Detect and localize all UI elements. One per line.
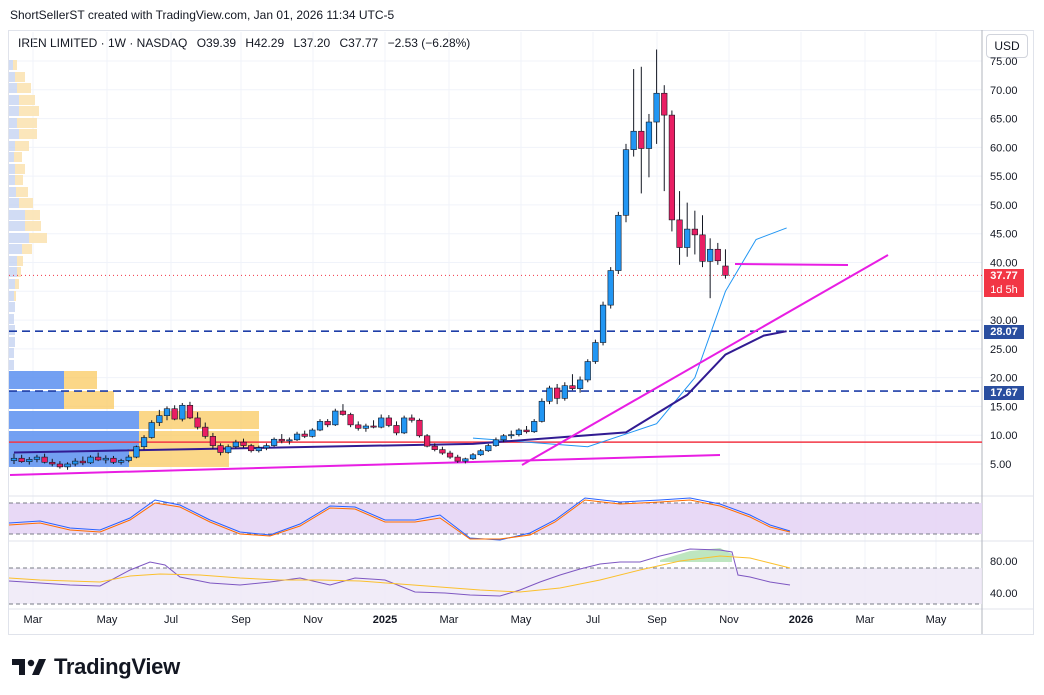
tradingview-wordmark: TradingView bbox=[54, 654, 180, 679]
ohlc-low: L37.20 bbox=[293, 36, 331, 50]
ohlc-open: O39.39 bbox=[196, 36, 237, 50]
bar-countdown-tag: 1d 5h bbox=[984, 283, 1024, 297]
ohlc-high: H42.29 bbox=[245, 36, 285, 50]
level-lower-tag: 17.67 bbox=[984, 386, 1024, 400]
last-price-tag: 37.77 bbox=[984, 269, 1024, 283]
tradingview-logo-icon bbox=[12, 659, 46, 675]
level-upper-tag: 28.07 bbox=[984, 325, 1024, 339]
chart-caption: ShortSellerST created with TradingView.c… bbox=[10, 8, 395, 22]
symbol-name: IREN LIMITED · 1W · NASDAQ bbox=[18, 36, 188, 50]
price-change: −2.53 (−6.28%) bbox=[387, 36, 471, 50]
chart-frame bbox=[8, 30, 1034, 635]
tradingview-logo[interactable]: TradingView bbox=[12, 654, 180, 680]
currency-button[interactable]: USD bbox=[986, 34, 1028, 58]
ohlc-close: C37.77 bbox=[339, 36, 379, 50]
symbol-legend[interactable]: IREN LIMITED · 1W · NASDAQ O39.39 H42.29… bbox=[18, 36, 476, 50]
